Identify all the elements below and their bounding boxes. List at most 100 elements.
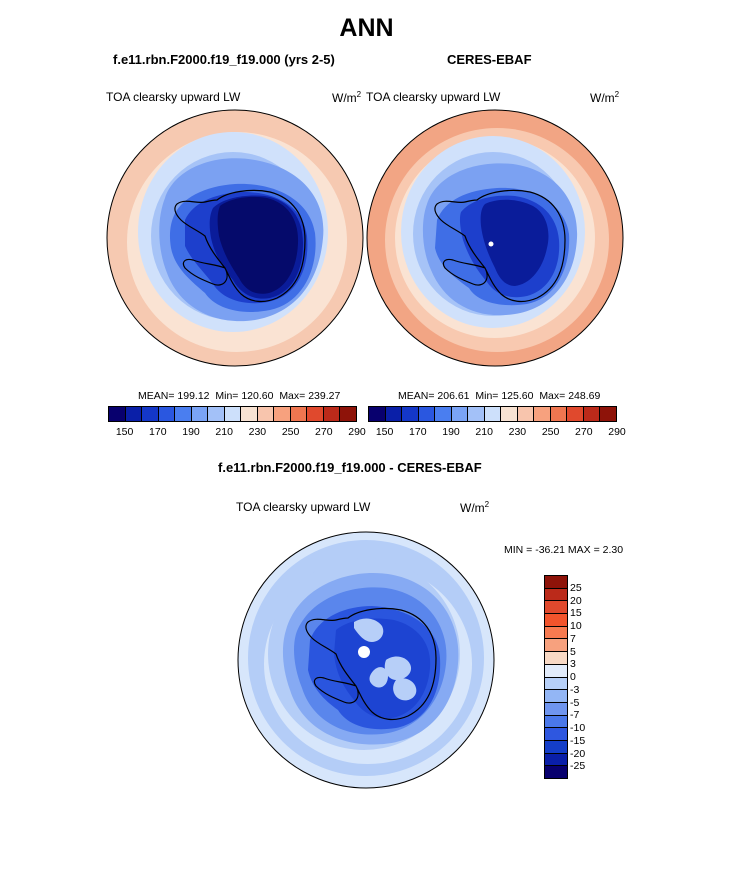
diff-colorbar-tick-label: -3 (570, 683, 580, 696)
season-title: ANN (339, 14, 394, 42)
left-colorbar-tick-label: 150 (115, 426, 134, 438)
left-colorbar-swatch (191, 407, 209, 421)
diff-colorbar-tick-label: 3 (570, 658, 576, 671)
right-map-ice-core (480, 199, 549, 286)
diff-colorbar-swatch (545, 715, 567, 729)
left-colorbar-swatch (323, 407, 341, 421)
diff-colorbar-tick-label: -25 (570, 760, 586, 773)
diff-colorbar-swatch (545, 702, 567, 716)
left-colorbar-tick-label: 190 (182, 426, 200, 438)
diff-colorbar-tick-label: -7 (570, 709, 580, 722)
right-colorbar-tick-label: 230 (508, 426, 527, 438)
left-colorbar-swatch (340, 407, 356, 421)
left-colorbar-tick-label: 270 (315, 426, 333, 438)
left-colorbar-swatch (307, 407, 324, 421)
diff-colorbar-tick-label: 7 (570, 632, 576, 645)
diff-colorbar-tick-label: 25 (570, 581, 582, 594)
left-colorbar-swatch (274, 407, 291, 421)
left-colorbar-tick-label: 210 (215, 426, 233, 438)
left-colorbar (108, 406, 357, 422)
right-variable-label: TOA clearsky upward LW (366, 90, 501, 104)
right-colorbar-swatch (451, 407, 469, 421)
right-units: W/m2 (590, 90, 620, 105)
diff-colorbar (544, 575, 568, 779)
right-colorbar-tick-label: 250 (541, 426, 560, 438)
right-colorbar-swatch (567, 407, 584, 421)
diff-colorbar-tick-label: 15 (570, 607, 582, 620)
diff-colorbar-swatch (545, 677, 567, 691)
diff-colorbar-swatch (545, 664, 567, 678)
diff-colorbar-swatch (545, 690, 567, 703)
diff-colorbar-swatch (545, 728, 567, 741)
right-colorbar-swatch (534, 407, 551, 421)
left-colorbar-ticks: 150 170 190 210 230 250 270 290 (108, 426, 366, 440)
diff-map-patch4 (369, 667, 388, 688)
left-colorbar-tick-label: 230 (248, 426, 267, 438)
diff-map-patch3 (393, 678, 417, 701)
diff-colorbar-swatch (545, 576, 567, 589)
diff-colorbar-swatch (545, 766, 567, 778)
left-colorbar-swatch (241, 407, 258, 421)
left-colorbar-swatch (125, 407, 143, 421)
diff-colorbar-tick-label: -15 (570, 734, 586, 747)
right-colorbar-swatch (418, 407, 436, 421)
right-colorbar-tick-label: 210 (475, 426, 493, 438)
right-colorbar-swatch (583, 407, 601, 421)
right-colorbar-swatch (517, 407, 535, 421)
diff-colorbar-swatch (545, 626, 567, 640)
diff-units: W/m2 (460, 500, 490, 515)
right-colorbar-tick-label: 170 (409, 426, 427, 438)
right-colorbar-swatch (484, 407, 502, 421)
diff-minmax: MIN = -36.21 MAX = 2.30 (504, 544, 624, 556)
left-units: W/m2 (332, 90, 362, 105)
diff-polar-map (237, 531, 495, 789)
left-colorbar-swatch (290, 407, 308, 421)
diff-colorbar-tick-label: -20 (570, 747, 586, 760)
diff-colorbar-swatch (545, 740, 567, 754)
diff-variable-label: TOA clearsky upward LW (236, 500, 371, 514)
diff-colorbar-tick-label: 5 (570, 645, 576, 658)
right-colorbar-tick-label: 270 (575, 426, 593, 438)
diff-colorbar-swatch (545, 614, 567, 627)
left-map-ice-deep (217, 196, 299, 294)
right-colorbar-tick-label: 290 (608, 426, 626, 438)
left-colorbar-swatch (109, 407, 126, 421)
diff-colorbar-tick-label: 10 (570, 620, 582, 632)
right-colorbar-swatch (550, 407, 568, 421)
diff-colorbar-tick-label: 0 (570, 671, 576, 683)
left-colorbar-swatch (142, 407, 159, 421)
left-colorbar-swatch (208, 407, 225, 421)
right-colorbar-swatch (501, 407, 518, 421)
diff-colorbar-tick-label: -10 (570, 722, 586, 734)
left-colorbar-tick-label: 250 (281, 426, 300, 438)
left-polar-map (106, 109, 364, 367)
left-colorbar-swatch (158, 407, 176, 421)
right-colorbar-swatch (369, 407, 386, 421)
left-stats: MEAN= 199.12 Min= 120.60 Max= 239.27 (138, 390, 341, 402)
diff-map-patch1 (354, 618, 384, 642)
left-colorbar-tick-label: 290 (348, 426, 366, 438)
right-case-title: CERES-EBAF (447, 52, 532, 67)
right-colorbar-ticks: 150 170 190 210 230 250 270 290 (368, 426, 626, 440)
left-colorbar-tick-label: 170 (149, 426, 167, 438)
diff-colorbar-ticks: 25 20 15 10 7 5 3 0 -3 -5 -7 -10 -15 -20 -25 (570, 575, 610, 777)
left-colorbar-swatch (224, 407, 242, 421)
right-colorbar-swatch (468, 407, 485, 421)
right-colorbar-swatch (402, 407, 419, 421)
diff-colorbar-tick-label: -5 (570, 696, 580, 709)
diff-colorbar-swatch (545, 601, 567, 615)
diff-colorbar-swatch (545, 753, 567, 767)
diff-title: f.e11.rbn.F2000.f19_f19.000 - CERES-EBAF (218, 460, 482, 475)
right-colorbar-tick-label: 150 (375, 426, 394, 438)
diff-colorbar-swatch (545, 588, 567, 602)
right-stats: MEAN= 206.61 Min= 125.60 Max= 248.69 (398, 390, 601, 402)
diff-colorbar-swatch (545, 639, 567, 653)
right-polar-map (366, 109, 624, 367)
diff-colorbar-swatch (545, 652, 567, 665)
left-colorbar-swatch (257, 407, 275, 421)
diff-colorbar-tick-label: 20 (570, 594, 582, 607)
left-colorbar-swatch (175, 407, 192, 421)
right-colorbar-swatch (385, 407, 403, 421)
right-colorbar-tick-label: 190 (442, 426, 460, 438)
right-colorbar-swatch (600, 407, 616, 421)
